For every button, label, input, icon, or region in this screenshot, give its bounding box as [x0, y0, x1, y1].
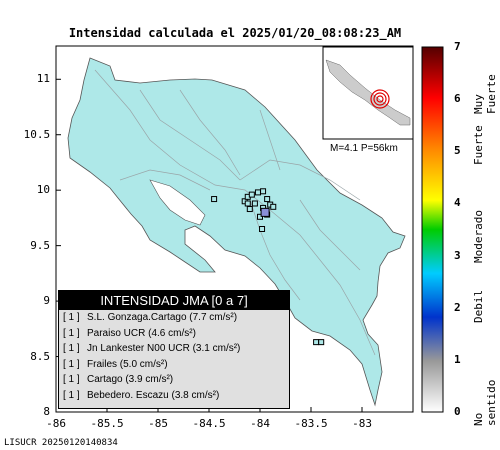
- x-tick-label: -83: [352, 417, 372, 430]
- legend-level: [ 1 ]: [63, 343, 80, 354]
- legend-station: S.L. Gonzaga.Cartago (7.7 cm/s²): [87, 312, 238, 323]
- road-network: [94, 69, 376, 356]
- colorbar-tick-label: 1: [454, 352, 461, 366]
- colorbar-tick-label: 4: [454, 196, 461, 210]
- legend-row: [ 1 ] Frailes (5.0 cm/s²): [59, 357, 289, 373]
- legend-row: [ 1 ] Bebedero. Escazu (3.8 cm/s²): [59, 388, 289, 404]
- intensity-legend: INTENSIDAD JMA [0 a 7] [ 1 ] S.L. Gonzaga…: [58, 290, 290, 409]
- station-marker-18: [318, 339, 325, 346]
- legend-level: [ 1 ]: [63, 389, 80, 401]
- colorbar-tick-label: 6: [454, 92, 461, 106]
- y-tick-label: 10: [36, 183, 51, 197]
- colorbar-gradient: [421, 46, 444, 413]
- colorbar-category-label: No sentido: [472, 379, 498, 426]
- colorbar-tick-label: 5: [454, 144, 461, 158]
- station-marker-15: [259, 226, 266, 232]
- legend-level: [ 1 ]: [63, 327, 80, 339]
- colorbar-tick-label: 3: [454, 248, 461, 262]
- legend-row: [ 1 ] Cartago (3.9 cm/s²): [59, 372, 289, 388]
- map-title: Intensidad calculada el 2025/01/20_08:08…: [68, 26, 402, 40]
- station-marker-6: [254, 189, 261, 196]
- station-marker-10: [270, 203, 277, 210]
- gulf-of-nicoya: [149, 179, 206, 226]
- station-marker-17: [313, 339, 320, 346]
- inset-land: [325, 59, 411, 126]
- station-marker-16: [244, 200, 251, 207]
- station-marker-7: [260, 188, 267, 195]
- colorbar-category-label: Debil: [472, 289, 485, 323]
- footer-id: LISUCR 20250120140834: [4, 438, 118, 448]
- station-marker-4: [248, 191, 255, 198]
- legend-level: [ 1 ]: [63, 358, 80, 370]
- station-marker-5: [251, 200, 258, 207]
- legend-station: Bebedero. Escazu (3.8 cm/s²): [87, 389, 220, 401]
- legend-level: [ 1 ]: [63, 374, 80, 385]
- intensity-colorbar: [421, 46, 444, 413]
- legend-station: Frailes (5.0 cm/s²): [87, 358, 168, 370]
- epicenter-square: [260, 207, 270, 217]
- costa-rica-land: [67, 57, 406, 407]
- colorbar-category-label: Moderado: [472, 209, 485, 263]
- x-tick-label: -84.5: [192, 417, 226, 430]
- legend-row: [ 1 ] S.L. Gonzaga.Cartago (7.7 cm/s²): [59, 310, 289, 326]
- legend-level: [ 1 ]: [63, 312, 80, 323]
- legend-station: Jn Lankester N00 UCR (3.1 cm/s²): [87, 343, 241, 354]
- legend-station: Cartago (3.9 cm/s²): [87, 374, 174, 385]
- x-tick-label: -85: [148, 417, 168, 430]
- station-marker-8: [264, 196, 271, 203]
- x-tick-label: -85.5: [90, 417, 124, 430]
- y-tick-label: 8.5: [30, 349, 51, 363]
- x-tick-label: -83.5: [294, 417, 328, 430]
- y-tick-label: 9: [43, 294, 51, 308]
- y-tick-label: 9.5: [30, 238, 51, 252]
- colorbar-tick-label: 2: [454, 300, 461, 314]
- legend-header: INTENSIDAD JMA [0 a 7]: [59, 291, 289, 310]
- y-tick-label: 11: [36, 72, 51, 86]
- colorbar-category-label: Muy Fuerte: [472, 74, 498, 114]
- colorbar-category-label: Fuerte: [472, 124, 485, 165]
- legend-row: [ 1 ] Paraiso UCR (4.6 cm/s²): [59, 326, 289, 342]
- colorbar-tick-label: 7: [454, 40, 461, 53]
- x-tick-label: -86: [46, 417, 66, 430]
- colorbar-tick-label: 0: [454, 405, 461, 418]
- x-tick-label: -84: [250, 417, 270, 430]
- y-tick-label: 10.5: [23, 127, 51, 141]
- inset-info-text: M=4.1 P=56km: [330, 143, 398, 154]
- epicenter-marker: [260, 207, 270, 217]
- y-tick-label: 8: [43, 405, 51, 418]
- inset-epicenter: [370, 89, 390, 109]
- station-marker-12: [246, 206, 253, 213]
- legend-row: [ 1 ] Jn Lankester N00 UCR (3.1 cm/s²): [59, 341, 289, 357]
- station-markers: [211, 188, 325, 346]
- station-marker-1: [211, 196, 218, 203]
- legend-station: Paraiso UCR (4.6 cm/s²): [87, 327, 196, 339]
